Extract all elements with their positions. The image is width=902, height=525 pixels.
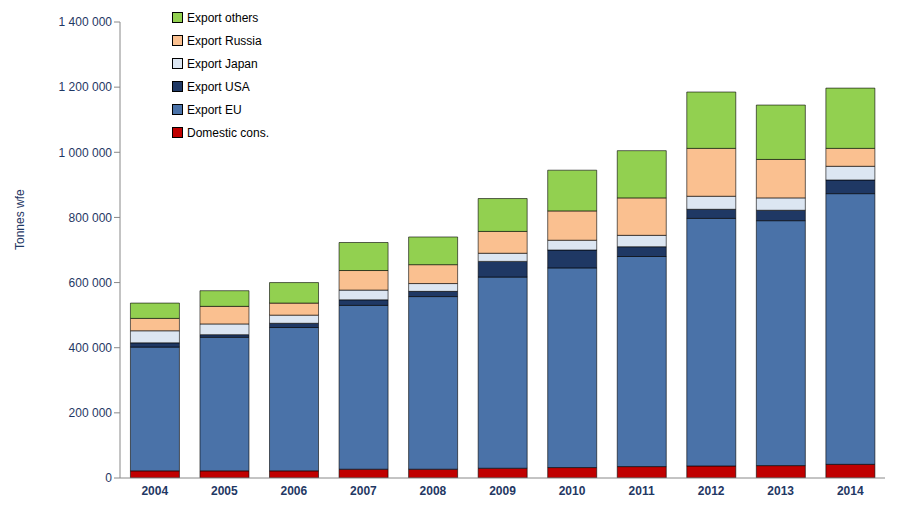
svg-text:1 000 000: 1 000 000 <box>59 146 113 160</box>
html-text:Export USA: Export USA <box>187 79 250 94</box>
svg-text:1 200 000: 1 200 000 <box>59 80 113 94</box>
svg-text:2006: 2006 <box>281 484 308 498</box>
svg-text:1 400 000: 1 400 000 <box>59 15 113 29</box>
svg-text:2013: 2013 <box>767 484 794 498</box>
html-text:Export EU: Export EU <box>187 102 242 117</box>
svg-text:2008: 2008 <box>420 484 447 498</box>
svg-text:2004: 2004 <box>141 484 168 498</box>
svg-text:200 000: 200 000 <box>69 406 113 420</box>
svg-text:0: 0 <box>105 471 112 485</box>
svg-text:600 000: 600 000 <box>69 276 113 290</box>
svg-text:2009: 2009 <box>489 484 516 498</box>
svg-text:2014: 2014 <box>837 484 864 498</box>
html-text:Domestic cons.: Domestic cons. <box>187 125 269 140</box>
svg-text:2012: 2012 <box>698 484 725 498</box>
svg-text:2010: 2010 <box>559 484 586 498</box>
svg-text:Tonnes wfe: Tonnes wfe <box>13 189 27 250</box>
svg-text:2005: 2005 <box>211 484 238 498</box>
html-text:Export others: Export others <box>187 10 259 25</box>
svg-text:2007: 2007 <box>350 484 377 498</box>
svg-text:800 000: 800 000 <box>69 211 113 225</box>
html-text:Export Japan: Export Japan <box>187 56 258 71</box>
html-text:Export Russia: Export Russia <box>187 33 262 48</box>
svg-text:400 000: 400 000 <box>69 341 113 355</box>
svg-text:2011: 2011 <box>629 484 655 498</box>
